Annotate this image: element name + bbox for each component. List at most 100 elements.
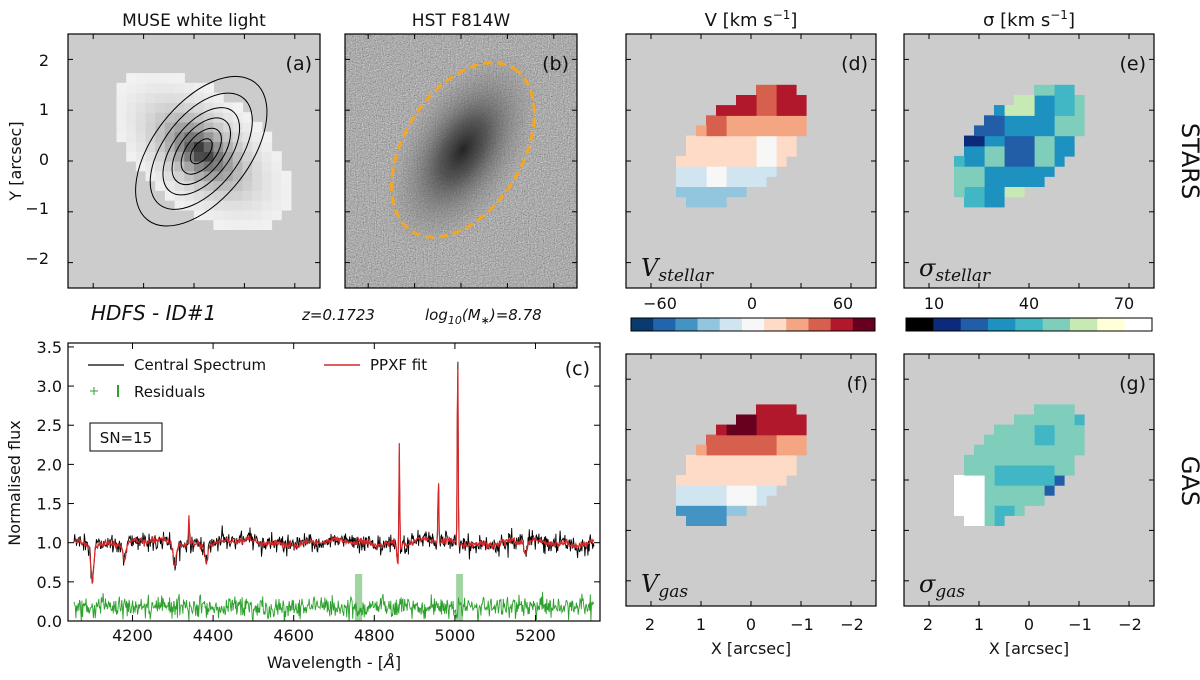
map-spaxel [736,176,747,187]
map-spaxel [766,115,777,127]
map-spaxel [1014,115,1025,127]
map-spaxel [786,115,797,127]
map-spaxel [756,414,767,426]
image-pixel [271,161,282,172]
map-spaxel [994,176,1005,187]
map-spaxel [1034,125,1045,137]
image-pixel [213,190,224,201]
map-spaxel [1014,454,1025,466]
image-pixel [164,82,176,94]
image-pixel [174,131,185,143]
dispersion-colorbar-frame [905,317,1153,332]
map-spaxel [974,186,985,198]
dispersion-tick-label: 70 [1114,294,1134,313]
map-spaxel [1014,176,1025,187]
map-spaxel [1024,464,1035,476]
image-pixel [184,131,195,143]
map-spaxel [706,515,717,526]
map-spaxel [726,424,737,436]
map-spaxel [746,125,757,137]
map-spaxel [1034,485,1045,496]
map-spaxel [726,105,737,116]
image-pixel [116,121,127,133]
velocity-colorbar-ticks: −60 0 60 [643,294,853,313]
image-pixel [184,180,195,191]
image-pixel [261,151,273,162]
image-pixel [261,219,273,230]
map-spaxel [726,464,737,476]
map-spaxel [1024,135,1035,147]
image-pixel [155,131,166,143]
map-spaxel [786,424,797,436]
map-spaxel [776,454,787,466]
map-spaxel [1034,495,1045,506]
map-spaxel [676,485,687,496]
map-spaxel [1044,105,1055,116]
image-pixel [261,161,273,172]
map-spaxel [994,424,1005,436]
map-spaxel [1064,115,1075,127]
map-spaxel [964,454,975,466]
map-spaxel [964,485,975,496]
panel-d-title: V [km s−1] [705,8,798,31]
map-spaxel [984,475,995,486]
image-pixel [164,131,176,143]
image-pixel [271,209,282,221]
velocity-colorbar-segment [764,318,787,331]
map-spaxel [1044,125,1055,137]
panel-b-label: (b) [542,53,569,75]
map-spaxel [994,434,1005,446]
map-spaxel [726,125,737,137]
map-spaxel [696,186,707,198]
image-pixel [261,209,273,221]
panel-a-title: MUSE white light [122,11,266,31]
map-spaxel [1024,95,1035,106]
contour-line [135,75,268,227]
map-spaxel [736,464,747,476]
image-pixel [203,170,214,182]
map-spaxel [1024,424,1035,436]
map-spaxel [676,475,687,486]
image-pixel [213,151,224,162]
redshift: z=0.1723 [301,306,375,324]
image-pixel [261,180,273,191]
dispersion-colorbar-segment [988,318,1016,331]
image-pixel [261,131,273,143]
map-spaxel [1014,475,1025,486]
image-pixel [135,102,147,113]
map-spaxel [706,196,717,208]
map-spaxel [746,464,757,476]
x-axis-label: X [arcsec] [711,639,791,658]
map-spaxel [756,115,767,127]
image-pixel [194,82,205,94]
map-spaxel [706,444,717,456]
map-spaxel [686,475,697,486]
map-spaxel [776,424,787,436]
map-spaxel [786,135,797,147]
image-pixel [261,170,273,182]
image-pixel [223,190,234,201]
map-spaxel [1024,155,1035,167]
map-spaxel [776,475,787,486]
map-spaxel [1014,95,1025,106]
map-spaxel [1004,166,1015,177]
map-spaxel [1004,155,1015,167]
dispersion-tick-label: 10 [924,294,944,313]
map-spaxel [1074,115,1085,127]
image-pixel [145,161,156,172]
map-spaxel [1014,155,1025,167]
map-spaxel [776,464,787,476]
masked-regions [354,574,463,621]
image-pixel [213,121,224,133]
map-spaxel [1004,495,1015,506]
map-spaxel [716,125,727,137]
image-pixel [223,209,234,221]
image-pixel [174,92,185,103]
map-spaxel [796,115,807,127]
map-spaxel [686,505,697,516]
y-tick-label: 2.0 [37,455,62,474]
map-spaxel [1074,95,1085,106]
map-spaxel [726,115,737,127]
map-spaxel [686,145,697,157]
image-pixel [126,151,137,162]
